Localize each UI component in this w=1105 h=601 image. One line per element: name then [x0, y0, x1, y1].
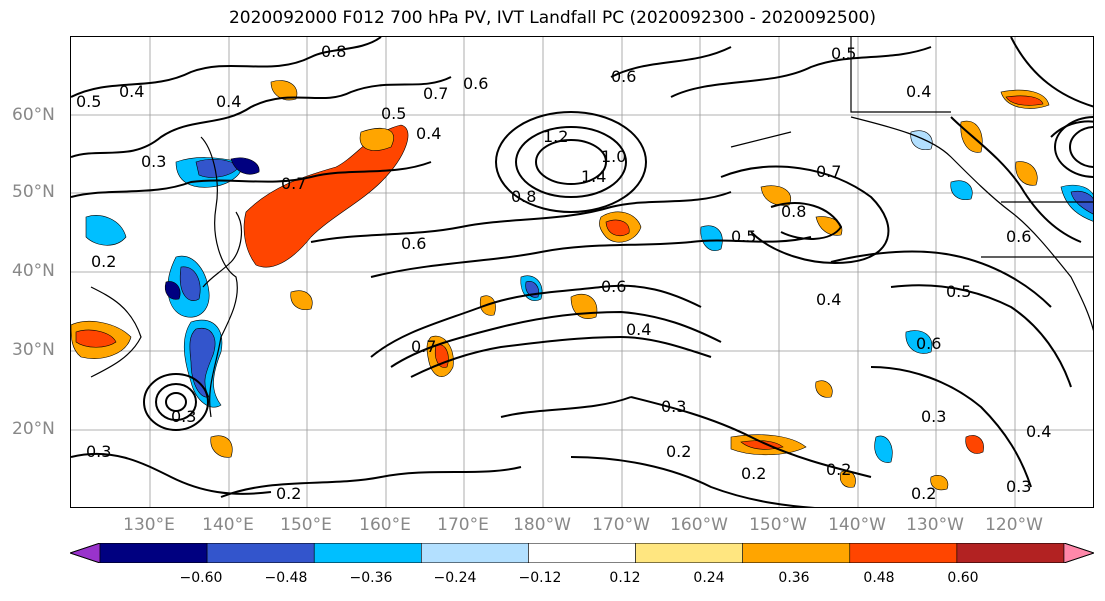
contour-label: 0.6 — [463, 74, 488, 93]
contour-label: 0.2 — [741, 464, 766, 483]
colorbar-tick: 0.48 — [863, 570, 895, 586]
contour-label: 0.4 — [626, 320, 651, 339]
contour-label: 1.2 — [543, 127, 568, 146]
colorbar-tick: 0.12 — [609, 570, 641, 586]
contour-label: 0.2 — [911, 484, 936, 503]
contour-label: 0.5 — [831, 44, 856, 63]
contour-label: 0.4 — [906, 82, 931, 101]
contour-label: 0.5 — [731, 227, 756, 246]
colorbar-segment — [313, 543, 422, 563]
lon-label-150e: 150°E — [280, 515, 332, 535]
lat-label-60n: 60°N — [12, 105, 55, 125]
colorbar-tick: −0.36 — [349, 570, 393, 586]
pv-negative-patches — [85, 130, 1093, 463]
contour-label: 1.0 — [601, 147, 626, 166]
colorbar-tick: −0.12 — [518, 570, 562, 586]
contour-labels: 0.4 0.8 0.5 0.7 0.6 0.5 0.4 1.2 1.0 1.4 … — [76, 42, 1051, 503]
contour-label: 0.3 — [921, 407, 946, 426]
colorbar-tick: −0.48 — [264, 570, 308, 586]
contour-label: 0.5 — [946, 282, 971, 301]
colorbar-tick: 0.36 — [778, 570, 810, 586]
contour-label: 0.8 — [511, 187, 536, 206]
contour-label: 0.4 — [416, 124, 441, 143]
contour-label: 0.6 — [916, 334, 941, 353]
lon-label-160e: 160°E — [359, 515, 411, 535]
lon-label-140w: 140°W — [828, 515, 886, 535]
colorbar-segment — [849, 543, 958, 563]
contour-label: 0.6 — [401, 234, 426, 253]
contour-label: 0.4 — [216, 92, 241, 111]
lat-label-40n: 40°N — [12, 261, 55, 281]
contour-label: 0.5 — [381, 104, 406, 123]
contour-label: 0.6 — [601, 277, 626, 296]
contour-label: 0.4 — [816, 290, 841, 309]
contour-label: 1.4 — [581, 167, 606, 186]
contour-label: 0.2 — [91, 252, 116, 271]
colorbar-extend-high — [1063, 543, 1094, 563]
contour-label: 0.3 — [1006, 477, 1031, 496]
lat-label-50n: 50°N — [12, 182, 55, 202]
contour-label: 0.7 — [411, 337, 436, 356]
pv-positive-patches — [71, 80, 1050, 491]
colorbar — [70, 543, 1094, 563]
lon-label-170e: 170°E — [437, 515, 489, 535]
colorbar-tick: 0.24 — [693, 570, 725, 586]
lat-label-20n: 20°N — [12, 419, 55, 439]
contour-label: 0.4 — [1026, 422, 1051, 441]
colorbar-segment — [742, 543, 851, 563]
contour-label: 0.7 — [423, 84, 448, 103]
colorbar-tick: −0.60 — [179, 570, 223, 586]
contour-label: 0.3 — [171, 407, 196, 426]
lon-label-160w: 160°W — [670, 515, 728, 535]
colorbar-segment — [635, 543, 743, 563]
contour-label: 0.8 — [781, 202, 806, 221]
map-title: 2020092000 F012 700 hPa PV, IVT Landfall… — [228, 8, 876, 28]
colorbar-extend-low — [70, 543, 101, 563]
lat-label-30n: 30°N — [12, 340, 55, 360]
coastlines — [90, 37, 1093, 418]
colorbar-segment — [99, 543, 208, 563]
contour-label: 0.2 — [826, 460, 851, 479]
contour-label: 0.2 — [276, 484, 301, 503]
lon-label-170w: 170°W — [592, 515, 650, 535]
lon-label-130e: 130°E — [123, 515, 175, 535]
contour-label: 0.6 — [611, 67, 636, 86]
contour-label: 0.5 — [76, 92, 101, 111]
lon-label-130w: 130°W — [906, 515, 964, 535]
map-canvas: 0.4 0.8 0.5 0.7 0.6 0.5 0.4 1.2 1.0 1.4 … — [71, 37, 1093, 507]
lon-label-150w: 150°W — [749, 515, 807, 535]
contour-label: 0.4 — [119, 82, 144, 101]
colorbar-segment — [421, 543, 529, 563]
contour-label: 0.3 — [86, 442, 111, 461]
contour-label: 0.3 — [141, 152, 166, 171]
contour-label: 0.2 — [666, 442, 691, 461]
colorbar-tick: −0.24 — [433, 570, 477, 586]
colorbar-segment — [528, 543, 636, 563]
contour-label: 0.7 — [281, 174, 306, 193]
contour-label: 0.3 — [661, 397, 686, 416]
colorbar-segment — [206, 543, 315, 563]
colorbar-segment — [956, 543, 1065, 563]
contour-label: 0.8 — [321, 42, 346, 61]
lon-label-180w: 180°W — [513, 515, 571, 535]
lon-label-120w: 120°W — [985, 515, 1043, 535]
colorbar-tick: 0.60 — [947, 570, 979, 586]
contour-label: 0.7 — [816, 162, 841, 181]
contour-label: 0.6 — [1006, 227, 1031, 246]
pv-contours — [71, 37, 1093, 507]
lon-label-140e: 140°E — [202, 515, 254, 535]
map-panel: 0.4 0.8 0.5 0.7 0.6 0.5 0.4 1.2 1.0 1.4 … — [70, 36, 1094, 508]
